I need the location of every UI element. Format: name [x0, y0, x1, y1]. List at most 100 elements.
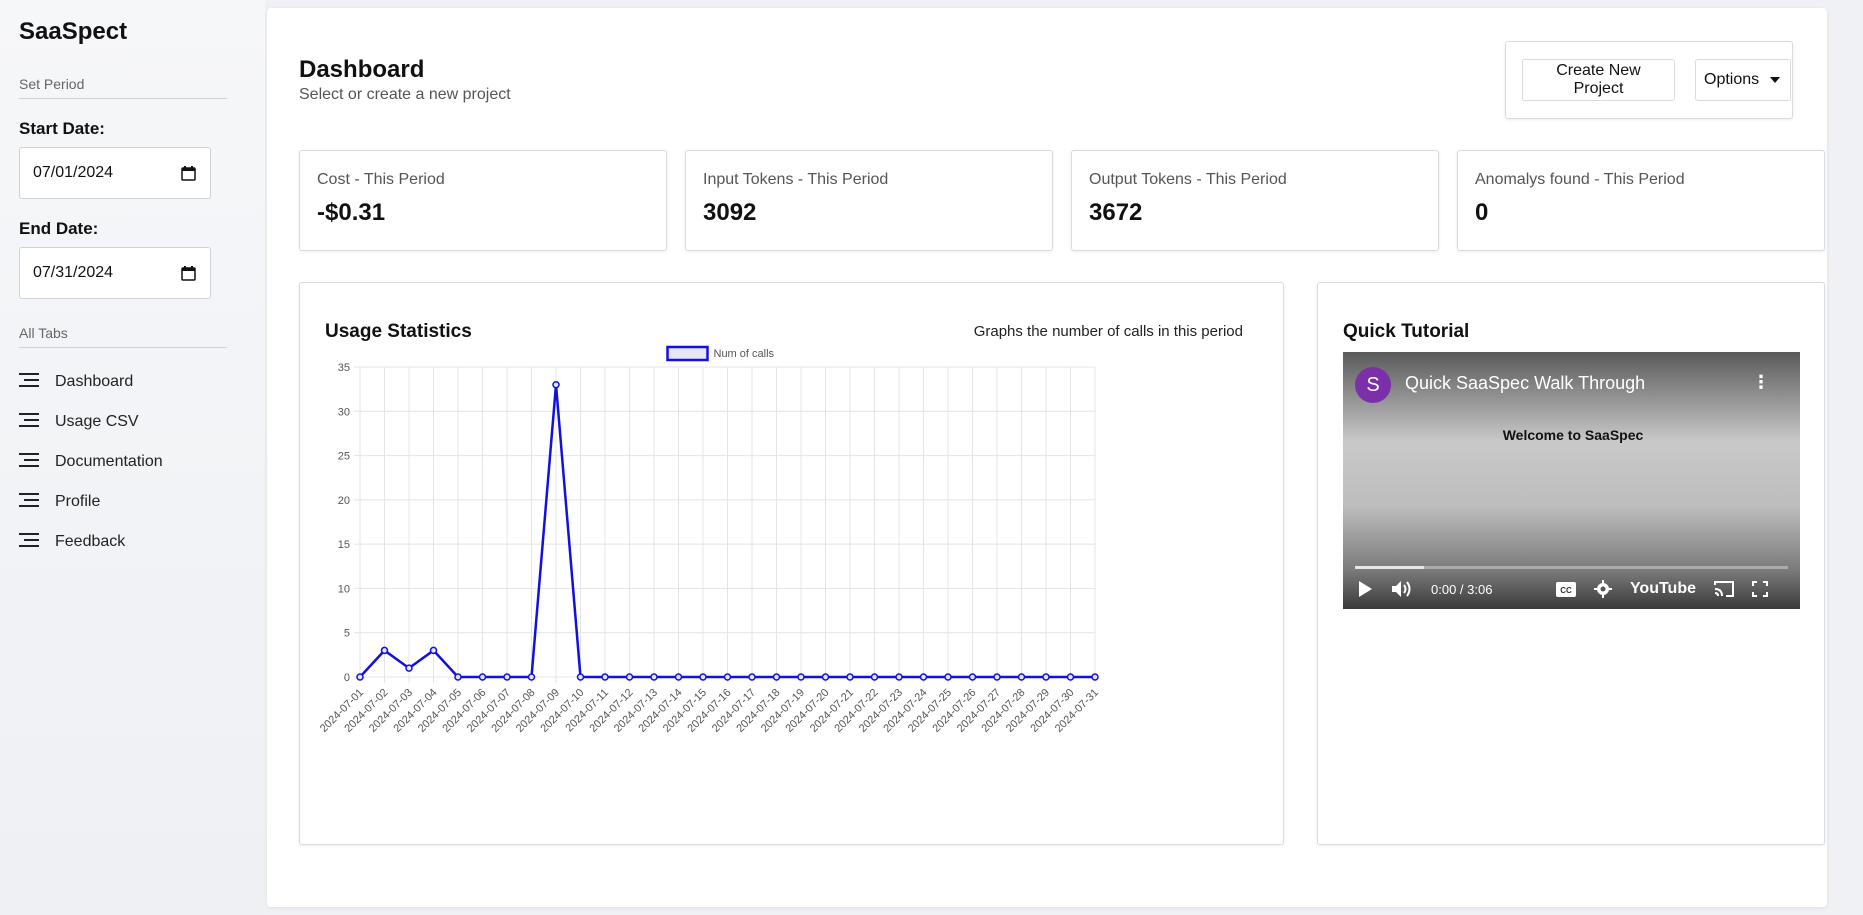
video-welcome-text: Welcome to SaaSpec: [1502, 427, 1644, 443]
stat-value: 3672: [1089, 199, 1143, 226]
start-date-input[interactable]: 07/01/2024: [19, 147, 211, 199]
data-point: [625, 673, 634, 681]
data-point: [429, 646, 438, 655]
more-icon[interactable]: ⋮: [1752, 372, 1770, 392]
stat-card-input-tokens: Input Tokens - This Period 3092: [685, 150, 1053, 251]
data-point: [1066, 673, 1075, 681]
settings-gear-icon[interactable]: [1593, 580, 1612, 598]
data-point: [748, 673, 756, 681]
data-point: [772, 673, 781, 681]
stat-label: Output Tokens - This Period: [1089, 171, 1287, 188]
data-point: [454, 673, 462, 681]
sidebar-item-label: Usage CSV: [55, 413, 139, 430]
menu-icon: [19, 452, 39, 472]
video-progress-bar[interactable]: [1355, 566, 1788, 569]
y-tick-label: 20: [338, 495, 350, 507]
fullscreen-icon[interactable]: [1752, 581, 1768, 597]
start-date-value: 07/01/2024: [33, 164, 114, 181]
data-point: [650, 673, 658, 681]
y-tick-label: 5: [344, 628, 350, 640]
tutorial-video[interactable]: S Quick SaaSpec Walk Through ⋮ Welcome t…: [1343, 352, 1800, 609]
svg-text:CC: CC: [1560, 586, 1572, 595]
legend-swatch: [666, 345, 709, 362]
volume-icon[interactable]: [1391, 580, 1413, 598]
sidebar-nav: Dashboard Usage CSV Documentation Profil…: [19, 362, 246, 562]
data-point: [870, 673, 879, 681]
data-point: [503, 673, 511, 681]
create-project-button[interactable]: Create New Project: [1522, 59, 1675, 101]
sidebar-item-usage-csv[interactable]: Usage CSV: [19, 402, 246, 442]
data-point: [1042, 673, 1050, 681]
data-point: [380, 646, 389, 655]
stat-label: Input Tokens - This Period: [703, 171, 889, 188]
data-point: [552, 380, 560, 389]
page-subtitle: Select or create a new project: [299, 86, 511, 103]
data-point: [699, 673, 707, 681]
menu-icon: [19, 492, 39, 512]
play-icon[interactable]: [1357, 580, 1373, 598]
stat-value: 3092: [703, 199, 757, 226]
data-point: [968, 673, 977, 681]
video-controls: 0:00 / 3:06 CC YouTube: [1343, 569, 1800, 609]
stat-value: -$0.31: [317, 199, 386, 226]
brand-logo: SaaSpect: [19, 18, 128, 45]
data-point: [821, 673, 830, 681]
video-frame-content: Welcome to SaaSpec: [1453, 427, 1693, 443]
channel-avatar[interactable]: S: [1355, 367, 1391, 403]
data-point: [478, 673, 487, 681]
y-tick-label: 30: [338, 406, 350, 418]
y-tick-label: 15: [338, 539, 350, 551]
sidebar-item-label: Documentation: [55, 453, 163, 470]
menu-icon: [19, 372, 39, 392]
quick-tutorial-panel: Quick Tutorial S Quick SaaSpec Walk Thro…: [1317, 282, 1825, 845]
usage-chart: 051015202530352024-07-012024-07-022024-0…: [318, 345, 1101, 735]
calendar-icon[interactable]: [181, 265, 196, 281]
sidebar: SaaSpect Set Period Start Date: 07/01/20…: [0, 0, 265, 915]
captions-icon[interactable]: CC: [1555, 581, 1576, 597]
sidebar-item-label: Feedback: [55, 533, 126, 550]
end-date-input[interactable]: 07/31/2024: [19, 247, 211, 299]
caret-down-icon: [1770, 77, 1780, 83]
data-point: [723, 673, 732, 681]
sidebar-item-label: Dashboard: [55, 373, 134, 390]
y-tick-label: 0: [344, 672, 350, 684]
legend-label: Num of calls: [714, 348, 775, 360]
main-panel: Dashboard Select or create a new project…: [267, 8, 1827, 907]
menu-icon: [19, 532, 39, 552]
stat-card-anomalies: Anomalys found - This Period 0: [1457, 150, 1825, 251]
start-date-label: Start Date:: [19, 119, 105, 138]
sidebar-item-dashboard[interactable]: Dashboard: [19, 362, 246, 402]
stat-card-output-tokens: Output Tokens - This Period 3672: [1071, 150, 1439, 251]
video-title[interactable]: Quick SaaSpec Walk Through: [1405, 373, 1646, 393]
y-tick-label: 10: [338, 583, 350, 595]
data-point: [993, 673, 1001, 681]
stat-label: Anomalys found - This Period: [1475, 171, 1685, 188]
stat-value: 0: [1475, 199, 1489, 226]
video-progress-fill: [1355, 566, 1425, 569]
data-point: [1091, 673, 1099, 681]
data-point: [527, 673, 536, 681]
sidebar-item-profile[interactable]: Profile: [19, 482, 246, 522]
y-tick-label: 35: [338, 362, 350, 374]
data-point: [895, 673, 903, 681]
data-point: [919, 673, 928, 681]
data-point: [576, 673, 585, 681]
youtube-logo[interactable]: YouTube: [1629, 580, 1696, 597]
data-point: [601, 673, 609, 681]
options-dropdown[interactable]: Options: [1695, 59, 1791, 101]
sidebar-item-feedback[interactable]: Feedback: [19, 522, 246, 562]
header-actions: Create New Project Options: [1505, 41, 1793, 119]
data-point: [797, 673, 805, 681]
data-point: [846, 673, 854, 681]
sidebar-item-documentation[interactable]: Documentation: [19, 442, 246, 482]
end-date-label: End Date:: [19, 219, 99, 238]
page-title: Dashboard: [299, 56, 425, 83]
set-period-label: Set Period: [19, 76, 227, 99]
all-tabs-label: All Tabs: [19, 325, 227, 348]
usage-title: Usage Statistics: [325, 321, 472, 342]
cast-icon[interactable]: [1714, 581, 1734, 597]
stat-card-cost: Cost - This Period -$0.31: [299, 150, 667, 251]
data-point: [674, 673, 683, 681]
calendar-icon[interactable]: [181, 165, 196, 181]
sidebar-item-label: Profile: [55, 493, 101, 510]
